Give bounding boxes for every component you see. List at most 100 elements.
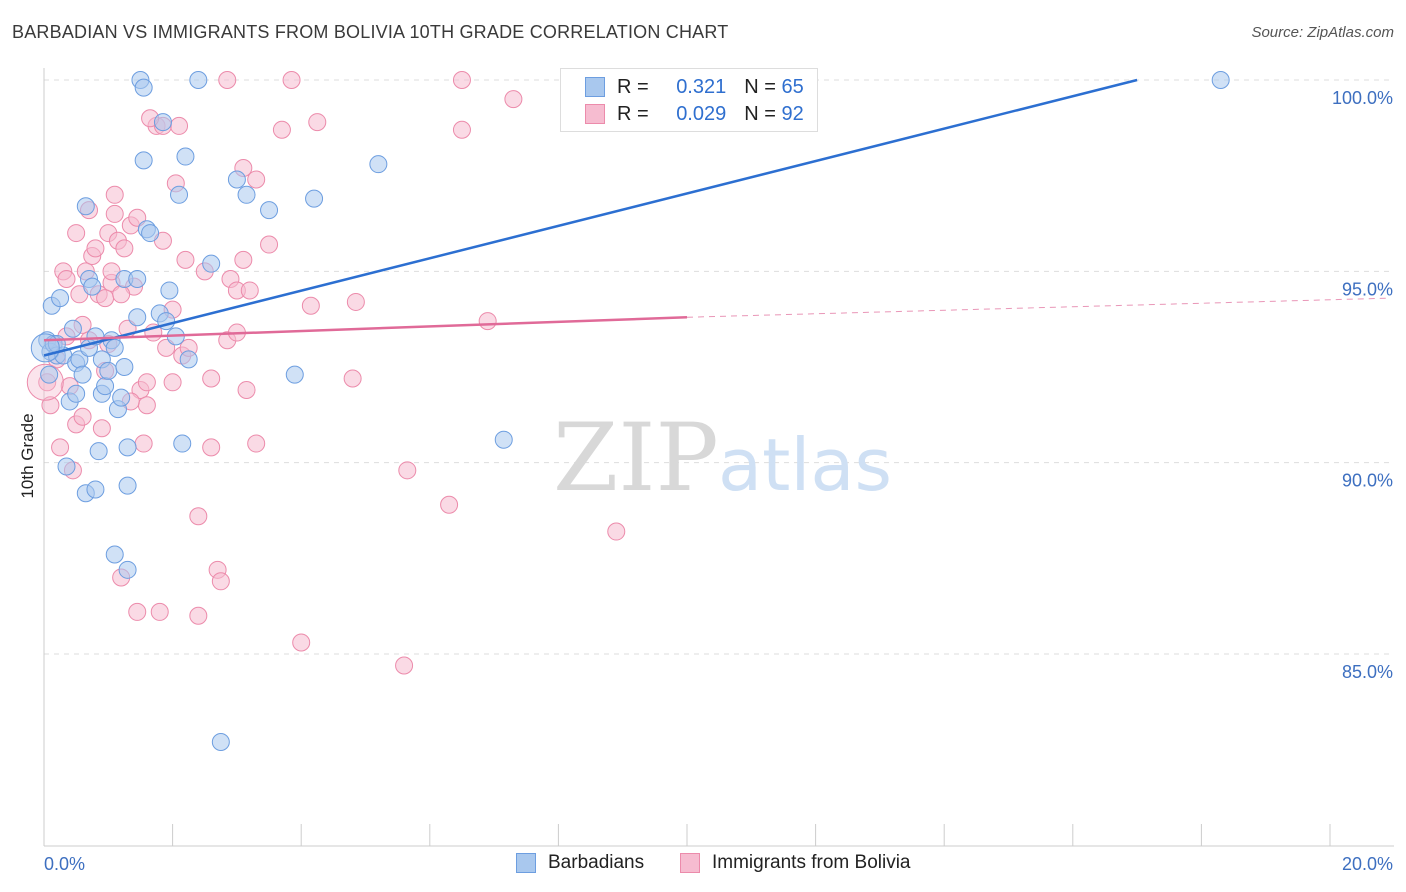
bolivia-point <box>272 120 291 139</box>
bolivia-point <box>105 204 124 223</box>
trend-line-bolivia <box>43 316 688 342</box>
barbadian-point <box>99 361 118 380</box>
bolivia-point <box>247 170 266 189</box>
bolivia-point <box>398 461 417 480</box>
source-label: Source: ZipAtlas.com <box>1251 24 1394 41</box>
watermark-zip: ZIP <box>553 404 719 513</box>
x-tick-label-min: 0.0% <box>44 854 85 874</box>
bolivia-point <box>170 116 189 135</box>
bolivia-point <box>128 602 147 621</box>
barbadian-point <box>305 189 324 208</box>
bolivia-point <box>346 292 365 311</box>
bolivia-point <box>218 71 237 89</box>
barbadian-point <box>173 434 192 453</box>
trend-lines <box>43 78 1391 357</box>
barbadian-point <box>63 319 82 338</box>
barbadian-point <box>134 78 153 97</box>
barbadian-point <box>112 388 131 407</box>
legend-r-value: 0.029 <box>676 102 727 125</box>
barbadian-point <box>134 151 153 170</box>
trend-line-bolivia-extension <box>686 297 1391 318</box>
x-tick-labels: 0.0% 20.0% <box>44 854 1393 874</box>
legend-n-label: N = <box>744 75 776 98</box>
trend-line-barbadians <box>43 78 1138 357</box>
bolivia-point <box>86 239 105 258</box>
bolivia-point <box>202 369 221 388</box>
bottom-legend-barbadians: Barbadians <box>516 852 644 874</box>
barbadian-point-large <box>30 333 60 363</box>
bottom-legend-swatch-pink <box>680 853 700 873</box>
barbadian-point <box>89 442 108 461</box>
bolivia-point <box>73 407 92 426</box>
barbadian-point <box>118 560 137 579</box>
bolivia-point <box>134 434 153 453</box>
legend-r-label: R = <box>617 102 649 125</box>
bolivia-point <box>504 90 523 109</box>
bolivia-point <box>260 235 279 254</box>
legend-r-value: 0.321 <box>676 75 727 98</box>
bolivia-point <box>176 250 195 269</box>
bolivia-point <box>67 224 86 243</box>
barbadian-point <box>128 308 147 327</box>
bolivia-point <box>452 120 471 139</box>
bolivia-point <box>137 396 156 415</box>
barbadian-point <box>170 185 189 204</box>
barbadian-point <box>211 733 230 752</box>
bolivia-point <box>301 296 320 315</box>
y-axis-label: 10th Grade <box>18 413 37 498</box>
bolivia-point <box>189 606 208 625</box>
legend-n-value: 92 <box>781 102 804 125</box>
watermark: ZIP atlas <box>553 404 892 513</box>
bolivia-point <box>112 285 131 304</box>
y-tick-labels: 85.0% 90.0% 95.0% 100.0% <box>1332 88 1393 682</box>
barbadian-point <box>118 476 137 495</box>
bolivia-point <box>292 633 311 652</box>
bottom-legend-label: Barbadians <box>548 852 645 873</box>
legend-row-barbadians: R = 0.321 N = 65 <box>585 74 804 100</box>
barbadian-point <box>285 365 304 384</box>
barbadian-point <box>105 338 124 357</box>
barbadian-point <box>115 358 134 376</box>
barbadian-point <box>176 147 195 166</box>
bolivia-point <box>452 71 471 89</box>
bolivia-point <box>92 419 111 438</box>
bolivia-point <box>395 656 414 675</box>
barbadian-point <box>494 430 513 449</box>
bolivia-point <box>240 281 259 300</box>
y-tick-label-90: 90.0% <box>1342 471 1393 491</box>
bolivia-point <box>282 71 301 89</box>
bottom-legend-swatch-blue <box>516 853 536 873</box>
bolivia-point <box>51 438 70 457</box>
barbadian-point <box>73 365 92 384</box>
chart-title: BARBADIAN VS IMMIGRANTS FROM BOLIVIA 10T… <box>12 22 729 42</box>
barbadian-point <box>105 545 124 564</box>
y-tick-label-100: 100.0% <box>1332 88 1393 108</box>
legend-row-bolivia: R = 0.029 N = 92 <box>585 101 804 127</box>
bolivia-point <box>105 185 124 204</box>
bottom-legend-bolivia: Immigrants from Bolivia <box>680 852 911 874</box>
bolivia-point <box>189 507 208 526</box>
legend-swatch-pink <box>585 104 605 124</box>
barbadian-point <box>141 224 160 243</box>
watermark-atlas: atlas <box>718 423 892 507</box>
barbadian-point <box>202 254 221 273</box>
barbadian-point <box>57 457 76 476</box>
bolivia-point <box>41 396 60 415</box>
x-tick-label-max: 20.0% <box>1342 854 1393 874</box>
bottom-legend-label: Immigrants from Bolivia <box>712 852 911 873</box>
barbadian-point <box>118 438 137 457</box>
barbadian-point <box>96 377 115 396</box>
bolivia-point <box>202 438 221 457</box>
bolivia-point <box>440 495 459 514</box>
barbadian-point <box>86 480 105 499</box>
barbadian-point <box>260 201 279 220</box>
bolivia-point <box>137 373 156 392</box>
bolivia-point <box>57 269 76 288</box>
bolivia-point <box>115 239 134 258</box>
barbadian-point <box>160 281 179 300</box>
bolivia-point <box>237 380 256 399</box>
barbadian-point <box>179 350 198 369</box>
series-barbadians-points <box>30 71 1230 752</box>
legend-swatch-blue <box>585 77 605 97</box>
